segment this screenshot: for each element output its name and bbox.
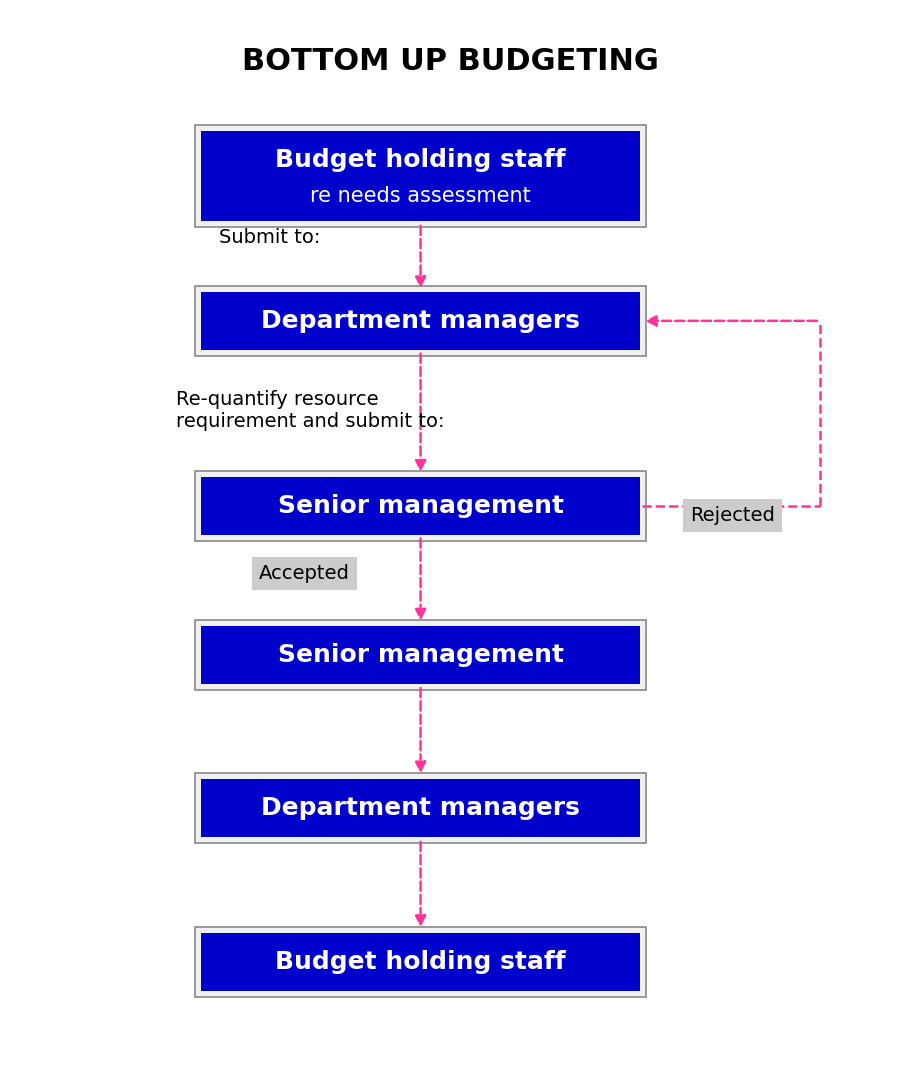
Text: Budget holding staff: Budget holding staff bbox=[275, 950, 566, 974]
Text: Budget holding staff: Budget holding staff bbox=[275, 148, 566, 172]
Bar bbox=[195, 773, 646, 843]
Text: Submit to:: Submit to: bbox=[219, 228, 321, 248]
Bar bbox=[195, 620, 646, 691]
Bar bbox=[201, 131, 640, 221]
Text: Senior management: Senior management bbox=[278, 643, 563, 667]
Bar bbox=[201, 626, 640, 684]
Text: BOTTOM UP BUDGETING: BOTTOM UP BUDGETING bbox=[242, 46, 659, 76]
Bar bbox=[201, 477, 640, 534]
Bar bbox=[201, 933, 640, 991]
Bar bbox=[195, 470, 646, 540]
Bar bbox=[195, 285, 646, 356]
Text: Senior management: Senior management bbox=[278, 494, 563, 518]
Text: Accepted: Accepted bbox=[259, 564, 350, 583]
Text: Department managers: Department managers bbox=[261, 309, 580, 333]
Bar bbox=[195, 125, 646, 227]
Text: Re-quantify resource
requirement and submit to:: Re-quantify resource requirement and sub… bbox=[176, 390, 444, 431]
Bar bbox=[195, 926, 646, 997]
Text: Rejected: Rejected bbox=[690, 506, 775, 525]
Text: re needs assessment: re needs assessment bbox=[310, 186, 531, 205]
Text: Department managers: Department managers bbox=[261, 796, 580, 820]
Bar bbox=[201, 292, 640, 350]
Bar bbox=[201, 779, 640, 837]
